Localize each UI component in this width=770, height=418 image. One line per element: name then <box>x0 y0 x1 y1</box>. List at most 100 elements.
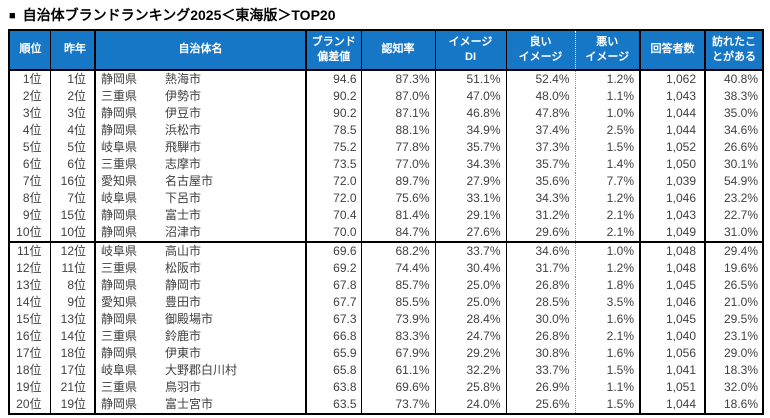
brand-score-cell: 72.0 <box>306 190 362 207</box>
respondents-cell: 1,041 <box>640 362 706 379</box>
visited-cell: 32.0% <box>723 380 758 394</box>
page-title-text: 自治体ブランドランキング2025＜東海版＞TOP20 <box>22 7 336 23</box>
city-label: 伊勢市 <box>165 89 202 103</box>
image-di-cell: 35.7% <box>435 139 507 156</box>
municipality-cell: 岐阜県 高山市 <box>95 241 307 260</box>
visited-cell: 29.4% <box>705 241 763 260</box>
image-di-cell: 34.3% <box>435 156 507 173</box>
good-image-cell: 31.7% <box>506 260 576 277</box>
table-row: 13位 8位 静岡県 静岡市 67.8 85.7% 25.0% 26.8% 1.8… <box>9 277 763 294</box>
municipality-cell: 三重県 松阪市 <box>95 260 307 277</box>
brand-score-cell: 65.9 <box>306 345 362 362</box>
header-image-di-line2: DI <box>465 50 476 63</box>
header-brand-score-line1: ブランド <box>311 36 356 49</box>
image-di-cell: 47.0% <box>435 88 507 105</box>
city-label: 大野郡白川村 <box>165 363 238 377</box>
table-row: 19位 21位 三重県 鳥羽市 63.8 69.6% 25.8% 26.9% 1.… <box>9 379 763 396</box>
prefecture-label: 静岡県 <box>101 208 138 222</box>
respondents-cell: 1,044 <box>640 122 706 139</box>
bad-image-cell: 1.2% <box>575 260 641 277</box>
last-year-cell: 19位 <box>50 396 96 414</box>
header-bad-image-line2: イメージ <box>585 50 630 63</box>
brand-score-cell: 73.5 <box>306 156 362 173</box>
respondents-cell: 1,045 <box>640 311 706 328</box>
bad-image-cell: 1.5% <box>575 139 641 156</box>
header-visited: 訪れたこ とがある <box>705 30 763 71</box>
city-label: 飛騨市 <box>165 140 202 154</box>
last-year-cell: 4位 <box>50 122 96 139</box>
image-di-cell: 27.6% <box>435 224 507 242</box>
prefecture-label: 静岡県 <box>101 346 138 360</box>
bad-image-cell: 1.2% <box>575 190 641 207</box>
visited-cell: 35.0% <box>723 106 758 120</box>
rank-cell: 4位 <box>9 122 51 139</box>
respondents-cell: 1,050 <box>640 156 706 173</box>
last-year-cell: 17位 <box>50 362 96 379</box>
recognition-cell: 77.0% <box>361 156 436 173</box>
rank-cell: 15位 <box>9 311 51 328</box>
ranking-table: 順位 昨年 自治体名 ブランド 偏差値 認知率 イメージ DI 良い イメージ 悪いイ… <box>8 29 764 415</box>
rank-cell: 5位 <box>9 139 51 156</box>
bad-image-cell: 1.6% <box>575 311 641 328</box>
respondents-cell: 1,046 <box>640 190 706 207</box>
good-image-cell: 47.8% <box>506 105 576 122</box>
table-row: 2位 2位 三重県 伊勢市 90.2 87.0% 47.0% 48.0% 1.1%… <box>9 88 763 105</box>
last-year-cell: 5位 <box>50 139 96 156</box>
header-visited-line2: とがある <box>712 50 756 63</box>
recognition-cell: 61.1% <box>361 362 436 379</box>
brand-score-cell: 90.2 <box>306 105 362 122</box>
brand-score-cell: 72.0 <box>306 173 362 190</box>
header-row: 順位 昨年 自治体名 ブランド 偏差値 認知率 イメージ DI 良い イメージ 悪いイ… <box>9 30 763 71</box>
recognition-cell: 83.3% <box>361 328 436 345</box>
header-visited-line1: 訪れたこ <box>712 36 756 49</box>
brand-score-cell: 70.4 <box>306 207 362 224</box>
image-di-cell: 27.9% <box>435 173 507 190</box>
bad-image-cell: 1.0% <box>575 241 641 260</box>
brand-score-cell: 69.6 <box>306 241 362 260</box>
respondents-cell: 1,051 <box>640 379 706 396</box>
recognition-cell: 68.2% <box>361 241 436 260</box>
recognition-cell: 67.9% <box>361 345 436 362</box>
brand-score-cell: 90.2 <box>306 88 362 105</box>
rank-cell: 1位 <box>9 70 51 88</box>
last-year-cell: 14位 <box>50 328 96 345</box>
rank-cell: 7位 <box>9 173 51 190</box>
header-last-year: 昨年 <box>50 30 96 71</box>
municipality-cell: 静岡県 富士宮市 <box>95 396 307 414</box>
visited-cell: 31.0% <box>723 225 758 239</box>
table-row: 5位 5位 岐阜県 飛騨市 75.2 77.8% 35.7% 37.3% 1.5%… <box>9 139 763 156</box>
brand-score-cell: 75.2 <box>306 139 362 156</box>
municipality-cell: 三重県 鳥羽市 <box>95 379 307 396</box>
good-image-cell: 30.0% <box>506 311 576 328</box>
image-di-cell: 24.7% <box>435 328 507 345</box>
respondents-cell: 1,052 <box>640 139 706 156</box>
municipality-cell: 静岡県 静岡市 <box>95 277 307 294</box>
recognition-cell: 77.8% <box>361 139 436 156</box>
respondents-cell: 1,043 <box>640 207 706 224</box>
bad-image-cell: 1.1% <box>575 88 641 105</box>
rank-cell: 10位 <box>9 224 51 242</box>
header-brand-score: ブランド 偏差値 <box>306 30 362 71</box>
rank-cell: 19位 <box>9 379 51 396</box>
city-label: 松阪市 <box>165 261 202 275</box>
brand-score-cell: 70.0 <box>306 224 362 242</box>
table-row: 8位 7位 岐阜県 下呂市 72.0 75.6% 33.1% 34.3% 1.2%… <box>9 190 763 207</box>
prefecture-label: 三重県 <box>101 157 138 171</box>
recognition-cell: 73.9% <box>361 311 436 328</box>
respondents-cell: 1,062 <box>640 70 706 88</box>
bad-image-cell: 2.1% <box>575 207 641 224</box>
table-row: 17位 18位 静岡県 伊東市 65.9 67.9% 29.2% 30.8% 1.… <box>9 345 763 362</box>
header-bad-image-line1: 悪い <box>596 36 619 49</box>
header-good-image-line2: イメージ <box>518 50 563 63</box>
respondents-cell: 1,048 <box>640 241 706 260</box>
brand-score-cell: 78.5 <box>306 122 362 139</box>
image-di-cell: 29.1% <box>435 207 507 224</box>
visited-cell: 40.8% <box>723 72 758 86</box>
bad-image-cell: 1.6% <box>575 345 641 362</box>
rank-cell: 13位 <box>9 277 51 294</box>
recognition-cell: 81.4% <box>361 207 436 224</box>
header-respondents: 回答者数 <box>640 30 706 71</box>
rank-cell: 2位 <box>9 88 51 105</box>
rank-cell: 9位 <box>9 207 51 224</box>
image-di-cell: 25.0% <box>435 277 507 294</box>
